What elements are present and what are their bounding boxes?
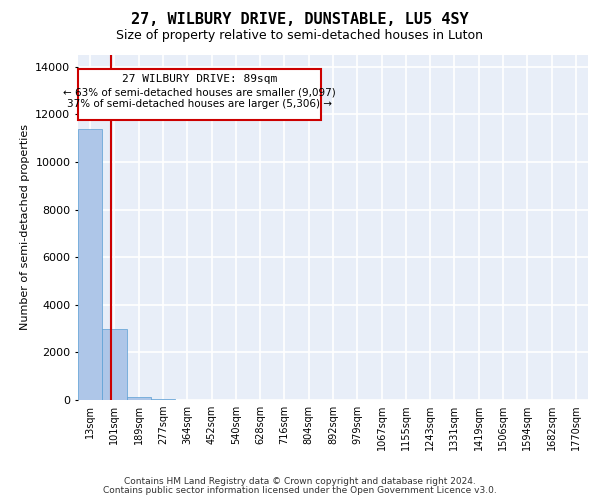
Text: Contains HM Land Registry data © Crown copyright and database right 2024.: Contains HM Land Registry data © Crown c… [124, 477, 476, 486]
Bar [78, 129, 102, 400]
FancyBboxPatch shape [79, 70, 321, 120]
Text: 37% of semi-detached houses are larger (5,306) →: 37% of semi-detached houses are larger (… [67, 99, 332, 109]
Text: ← 63% of semi-detached houses are smaller (9,097): ← 63% of semi-detached houses are smalle… [63, 87, 336, 97]
Text: Size of property relative to semi-detached houses in Luton: Size of property relative to semi-detach… [116, 29, 484, 42]
Text: 27, WILBURY DRIVE, DUNSTABLE, LU5 4SY: 27, WILBURY DRIVE, DUNSTABLE, LU5 4SY [131, 12, 469, 28]
Y-axis label: Number of semi-detached properties: Number of semi-detached properties [20, 124, 29, 330]
Bar [127, 397, 151, 400]
Bar [102, 328, 127, 400]
Text: 27 WILBURY DRIVE: 89sqm: 27 WILBURY DRIVE: 89sqm [122, 74, 277, 84]
Bar [151, 399, 175, 400]
Text: Contains public sector information licensed under the Open Government Licence v3: Contains public sector information licen… [103, 486, 497, 495]
